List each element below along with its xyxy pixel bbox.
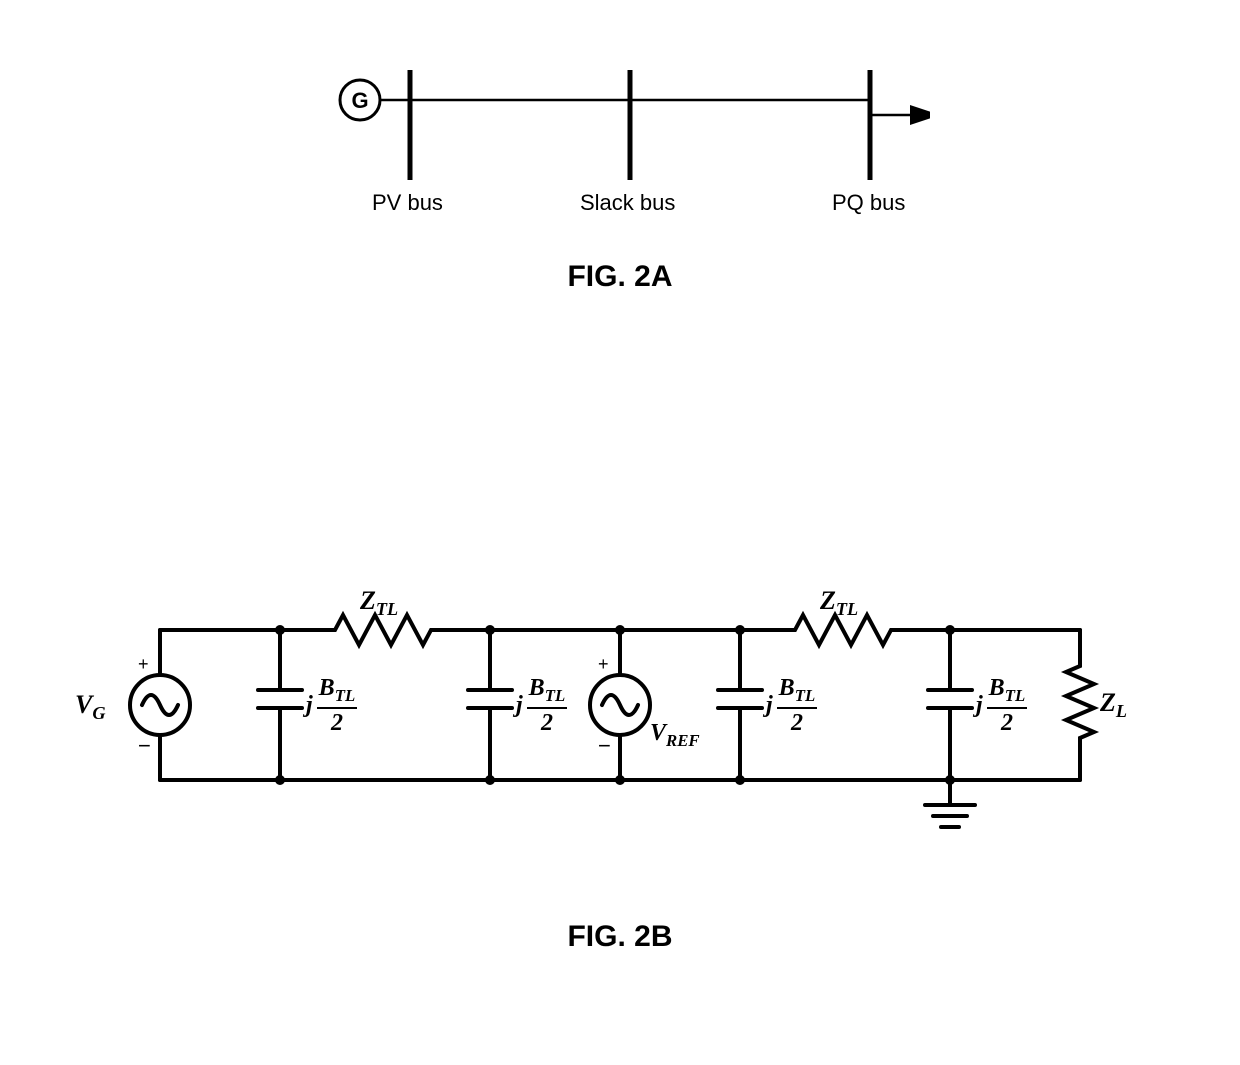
label-c1: j BTL 2 [306, 676, 357, 735]
label-c3: j BTL 2 [766, 676, 817, 735]
vg-plus: + [138, 654, 149, 674]
label-vref: VREF [650, 720, 700, 751]
fig-2b-caption: FIG. 2B [0, 920, 1240, 954]
label-c4: j BTL 2 [976, 676, 1027, 735]
vref-plus: + [598, 654, 609, 674]
label-ztl-right: ZTL [820, 586, 858, 620]
fig-2a-container: G PV bus Slack bus PQ bus [310, 60, 930, 220]
vref-minus: − [598, 733, 611, 758]
label-vg: VG [75, 690, 105, 724]
vref-sine [602, 695, 638, 715]
fig-2b-container: + − + − VG VREF ZTL ZTL ZL j BTL [60, 590, 1180, 910]
fig-2b-svg: + − + − [60, 590, 1180, 910]
nodes [275, 625, 955, 785]
page: G PV bus Slack bus PQ bus FIG. 2A [0, 0, 1240, 1065]
generator-label: G [351, 88, 368, 113]
label-pv-bus: PV bus [372, 190, 443, 216]
label-ztl-left: ZTL [360, 586, 398, 620]
vg-minus: − [138, 733, 151, 758]
label-zl: ZL [1100, 688, 1127, 722]
zl-zigzag [1066, 660, 1094, 750]
load-arrow-head [910, 105, 930, 125]
vg-sine [142, 695, 178, 715]
label-slack-bus: Slack bus [580, 190, 675, 216]
label-c2: j BTL 2 [516, 676, 567, 735]
fig-2a-caption: FIG. 2A [0, 260, 1240, 294]
label-pq-bus: PQ bus [832, 190, 905, 216]
